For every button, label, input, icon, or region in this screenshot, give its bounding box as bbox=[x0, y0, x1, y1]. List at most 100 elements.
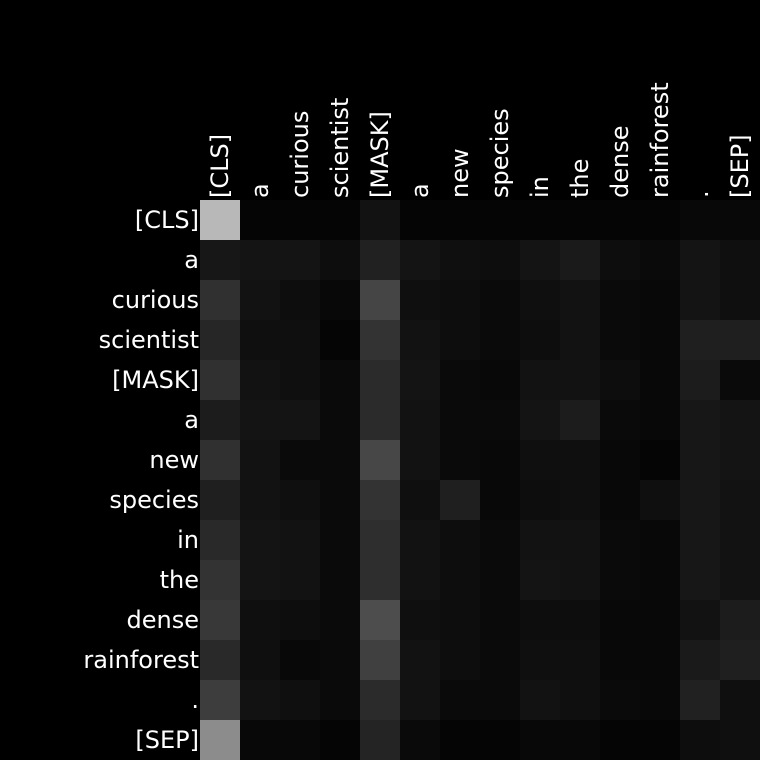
heatmap-cell bbox=[240, 240, 280, 280]
heatmap-cell bbox=[320, 600, 360, 640]
heatmap-cell bbox=[480, 520, 520, 560]
heatmap-cell bbox=[560, 600, 600, 640]
heatmap-cell bbox=[240, 720, 280, 760]
heatmap-cell bbox=[520, 600, 560, 640]
heatmap-cell bbox=[600, 320, 640, 360]
heatmap-cell bbox=[280, 480, 320, 520]
heatmap-cell bbox=[360, 600, 400, 640]
heatmap-cell bbox=[200, 680, 240, 720]
y-tick-label: [MASK] bbox=[112, 366, 199, 394]
heatmap-cell bbox=[320, 400, 360, 440]
heatmap-cell bbox=[560, 240, 600, 280]
heatmap-cell bbox=[680, 600, 720, 640]
heatmap-cell bbox=[360, 440, 400, 480]
heatmap-cell bbox=[280, 680, 320, 720]
heatmap-cell bbox=[640, 280, 680, 320]
x-tick-label: [SEP] bbox=[726, 134, 754, 198]
heatmap-cell bbox=[200, 280, 240, 320]
heatmap-cell bbox=[400, 560, 440, 600]
heatmap-cell bbox=[200, 520, 240, 560]
heatmap-cell bbox=[240, 680, 280, 720]
heatmap-cell bbox=[320, 240, 360, 280]
heatmap-cell bbox=[600, 200, 640, 240]
heatmap-cell bbox=[480, 360, 520, 400]
heatmap-cell bbox=[520, 200, 560, 240]
heatmap-cell bbox=[560, 320, 600, 360]
y-tick-label: [SEP] bbox=[135, 726, 199, 754]
heatmap-cell bbox=[280, 320, 320, 360]
heatmap-cell bbox=[680, 560, 720, 600]
y-tick-label: the bbox=[160, 566, 199, 594]
x-tick-label: a bbox=[406, 183, 434, 198]
heatmap-cell bbox=[600, 360, 640, 400]
heatmap-cell bbox=[400, 600, 440, 640]
heatmap-cell bbox=[400, 400, 440, 440]
heatmap-cell bbox=[440, 360, 480, 400]
heatmap-cell bbox=[680, 480, 720, 520]
heatmap-cell bbox=[520, 440, 560, 480]
heatmap-cell bbox=[520, 400, 560, 440]
heatmap-cell bbox=[560, 560, 600, 600]
y-tick-label: [CLS] bbox=[135, 206, 199, 234]
heatmap-cell bbox=[640, 520, 680, 560]
heatmap-cell bbox=[320, 680, 360, 720]
heatmap-cell bbox=[200, 440, 240, 480]
heatmap-cell bbox=[600, 440, 640, 480]
heatmap-cell bbox=[280, 520, 320, 560]
x-tick-label: scientist bbox=[326, 98, 354, 198]
heatmap-cell bbox=[720, 360, 760, 400]
heatmap-cell bbox=[560, 400, 600, 440]
heatmap-cell bbox=[720, 640, 760, 680]
heatmap-cell bbox=[200, 720, 240, 760]
heatmap-cell bbox=[520, 720, 560, 760]
heatmap-cell bbox=[480, 680, 520, 720]
heatmap-cell bbox=[280, 640, 320, 680]
heatmap-cell bbox=[400, 240, 440, 280]
heatmap-cell bbox=[600, 480, 640, 520]
heatmap-cell bbox=[440, 200, 480, 240]
heatmap-cell bbox=[520, 680, 560, 720]
heatmap-cell bbox=[440, 240, 480, 280]
heatmap-cell bbox=[720, 200, 760, 240]
heatmap-cell bbox=[560, 360, 600, 400]
heatmap-cell bbox=[320, 440, 360, 480]
heatmap-cell bbox=[200, 560, 240, 600]
heatmap-cell bbox=[520, 360, 560, 400]
heatmap-cell bbox=[640, 440, 680, 480]
heatmap-cell bbox=[560, 680, 600, 720]
heatmap-cell bbox=[320, 280, 360, 320]
heatmap-cell bbox=[200, 600, 240, 640]
heatmap-cell bbox=[280, 360, 320, 400]
heatmap-cell bbox=[240, 440, 280, 480]
heatmap-cell bbox=[440, 600, 480, 640]
heatmap-cell bbox=[400, 200, 440, 240]
heatmap-cell bbox=[440, 480, 480, 520]
heatmap-cell bbox=[600, 640, 640, 680]
heatmap-cell bbox=[680, 440, 720, 480]
heatmap-cell bbox=[400, 640, 440, 680]
y-tick-label: . bbox=[191, 686, 199, 714]
heatmap-cell bbox=[600, 720, 640, 760]
heatmap-cell bbox=[600, 240, 640, 280]
heatmap-cell bbox=[640, 600, 680, 640]
heatmap-cell bbox=[240, 560, 280, 600]
heatmap-cell bbox=[520, 240, 560, 280]
heatmap-cell bbox=[720, 240, 760, 280]
heatmap-cell bbox=[600, 520, 640, 560]
heatmap-cell bbox=[440, 320, 480, 360]
y-tick-label: in bbox=[177, 526, 199, 554]
heatmap-cell bbox=[440, 720, 480, 760]
heatmap-cell bbox=[320, 520, 360, 560]
heatmap-cell bbox=[400, 360, 440, 400]
heatmap-cell bbox=[200, 320, 240, 360]
heatmap-cell bbox=[360, 280, 400, 320]
x-tick-label: . bbox=[686, 190, 714, 198]
heatmap-cell bbox=[400, 680, 440, 720]
x-axis-tick-labels: [CLS] a curious scientist [MASK] a new species i… bbox=[206, 82, 754, 198]
heatmap-cell bbox=[360, 400, 400, 440]
y-tick-label: species bbox=[109, 486, 199, 514]
heatmap-cell bbox=[480, 240, 520, 280]
heatmap-cell bbox=[240, 360, 280, 400]
